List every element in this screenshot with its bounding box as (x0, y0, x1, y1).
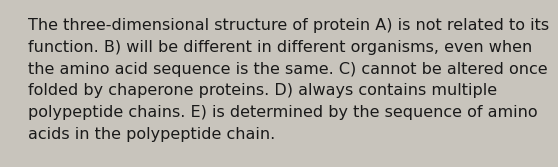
Text: the amino acid sequence is the same. C) cannot be altered once: the amino acid sequence is the same. C) … (28, 62, 547, 77)
Text: The three-dimensional structure of protein A) is not related to its: The three-dimensional structure of prote… (28, 18, 549, 33)
Text: folded by chaperone proteins. D) always contains multiple: folded by chaperone proteins. D) always … (28, 83, 497, 98)
Text: acids in the polypeptide chain.: acids in the polypeptide chain. (28, 127, 275, 142)
Text: polypeptide chains. E) is determined by the sequence of amino: polypeptide chains. E) is determined by … (28, 105, 537, 120)
Text: function. B) will be different in different organisms, even when: function. B) will be different in differ… (28, 40, 532, 55)
